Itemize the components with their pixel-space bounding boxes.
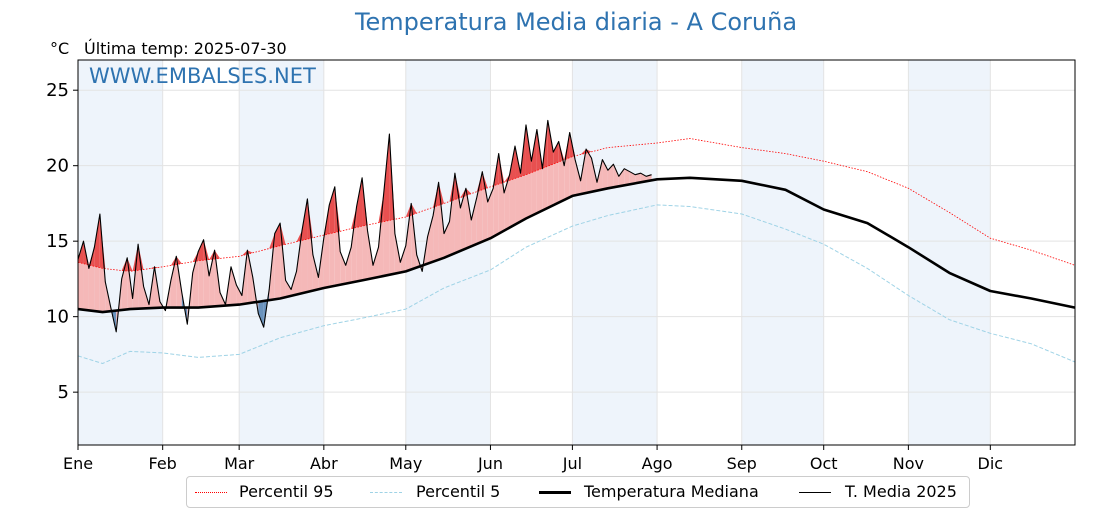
y-tick-label-10: 10	[46, 307, 69, 328]
fill-above-median	[170, 256, 177, 308]
fill-above-median	[247, 250, 253, 304]
fill-above-median	[635, 173, 641, 184]
fill-above-p95	[378, 191, 384, 223]
fill-above-p95	[547, 120, 554, 167]
legend-label-p95: Percentil 95	[239, 482, 334, 501]
series-line-p5	[77, 204, 1076, 364]
fill-above-median	[624, 168, 630, 186]
fill-above-p95	[94, 214, 100, 268]
chart-title: Temperatura Media diaria - A Coruña	[354, 8, 798, 36]
fill-above-p95	[203, 239, 210, 261]
fill-above-median	[373, 247, 379, 279]
fill-above-median	[586, 149, 592, 193]
plot-frame	[77, 59, 1076, 446]
fill-above-median	[285, 280, 292, 298]
x-tick-label-abr: Abr	[310, 454, 338, 473]
fill-above-p95	[449, 173, 455, 202]
fill-above-p95	[329, 186, 335, 234]
fill-above-p95	[192, 251, 199, 262]
month-band-sep	[741, 60, 824, 445]
fill-above-p95	[241, 250, 248, 256]
fill-above-p95	[383, 133, 390, 222]
x-tick-label-mar: Mar	[224, 454, 255, 473]
series-line-median	[77, 176, 1076, 314]
series-line-current	[77, 119, 652, 333]
fill-above-p95	[580, 149, 587, 155]
fill-above-median	[613, 164, 619, 188]
fill-above-median	[312, 254, 319, 291]
fill-above-median	[405, 203, 412, 272]
legend-swatch-current	[799, 492, 831, 493]
y-tick-label-5: 5	[58, 382, 69, 403]
fill-above-median	[236, 284, 242, 305]
fill-above-median	[345, 247, 352, 284]
fill-above-median	[394, 233, 401, 274]
fill-above-p95	[247, 250, 253, 255]
month-band-jul	[572, 60, 658, 445]
unit-label: °C	[50, 39, 70, 58]
x-tick-label-ago: Ago	[642, 454, 673, 473]
y-tick-label-25: 25	[46, 80, 69, 101]
legend-label-current: T. Media 2025	[845, 482, 957, 501]
fill-above-median	[607, 164, 614, 189]
fill-above-p95	[476, 171, 483, 192]
fill-above-median	[618, 168, 625, 187]
month-band-nov	[908, 60, 991, 445]
fill-above-median	[192, 251, 199, 308]
fill-above-p95	[356, 177, 363, 228]
x-tick-label-ene: Ene	[63, 454, 93, 473]
x-tick-label-sep: Sep	[727, 454, 757, 473]
fill-above-p95	[351, 206, 357, 229]
watermark-link[interactable]: WWW.EMBALSES.NET	[89, 64, 316, 88]
fill-above-median	[340, 251, 346, 285]
fill-above-p95	[132, 244, 139, 271]
x-tick-label-oct: Oct	[810, 454, 838, 473]
legend-label-p5: Percentil 5	[416, 482, 501, 501]
month-band-ene	[78, 60, 163, 445]
legend-swatch-median	[539, 491, 571, 494]
fill-above-p95	[274, 223, 281, 248]
x-tick-label-jun: Jun	[477, 454, 503, 473]
fill-above-median	[465, 188, 472, 249]
y-tick-label-15: 15	[46, 231, 69, 252]
x-tick-label-jul: Jul	[562, 454, 582, 473]
fill-below-median	[258, 300, 264, 328]
legend-label-median: Temperatura Mediana	[584, 482, 759, 501]
legend-swatch-p95	[195, 492, 227, 493]
fill-above-median	[230, 266, 237, 306]
fill-above-median	[487, 188, 494, 240]
fill-above-p95	[149, 266, 155, 269]
fill-above-median	[427, 215, 434, 264]
fill-above-median	[602, 159, 608, 190]
fill-above-median	[629, 171, 636, 185]
fill-above-p95	[198, 239, 204, 261]
y-tick-label-20: 20	[46, 156, 69, 177]
fill-above-median	[209, 250, 215, 307]
x-tick-label-may: May	[389, 454, 422, 473]
fill-above-p95	[433, 182, 439, 208]
x-tick-label-dic: Dic	[978, 454, 1004, 473]
fill-above-median	[471, 197, 477, 247]
fill-above-p95	[553, 141, 559, 165]
fill-above-median	[296, 230, 302, 295]
x-tick-label-nov: Nov	[893, 454, 924, 473]
legend: Percentil 95 Percentil 5 Temperatura Med…	[186, 476, 970, 508]
last-temp-label: Última temp: 2025-07-30	[84, 39, 287, 58]
series-line-p95	[77, 138, 1076, 272]
fill-above-median	[400, 245, 406, 273]
legend-swatch-p5	[370, 492, 402, 493]
x-tick-label-feb: Feb	[149, 454, 177, 473]
fill-above-median	[640, 173, 647, 183]
fill-above-median	[575, 159, 581, 196]
